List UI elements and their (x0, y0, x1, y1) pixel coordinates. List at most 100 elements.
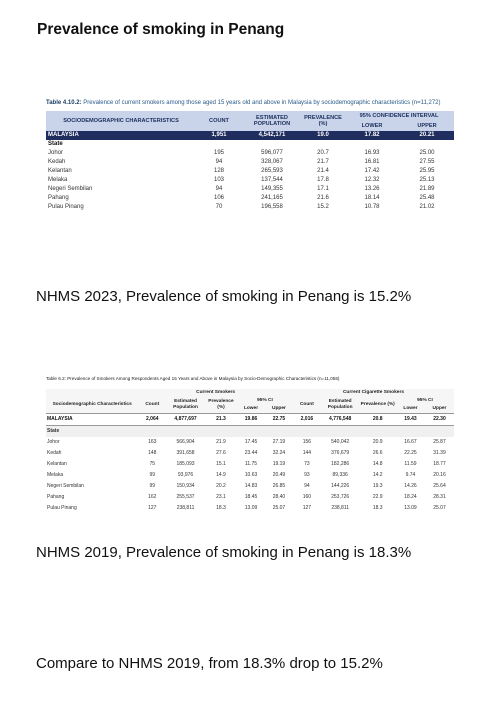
table-cell: 19.3 (372, 483, 383, 489)
table-row: Kelantan 75 185,093 15.1 11.75 19.19 73 182,286… (46, 459, 454, 470)
table-cell: 20.8 (359, 413, 396, 426)
header-count: Count (292, 397, 321, 414)
table1-caption-label: Table 4.10.2: (46, 100, 82, 106)
table-cell: 89,336 (332, 472, 348, 478)
table-row: Johor 163 566,904 21.9 17.45 27.19 156 540,042 2… (46, 437, 454, 448)
row-label: Negeri Sembilan (48, 186, 93, 192)
header-population: ESTIMATED POPULATION (242, 111, 302, 131)
table-cell: 17.82 (344, 131, 400, 140)
table-cell: 18.3 (372, 505, 383, 511)
table-cell: 17.1 (317, 186, 329, 192)
table-cell: 241,165 (261, 195, 283, 201)
header-upper: UPPER (400, 121, 454, 131)
table-cell: 32.24 (272, 450, 286, 456)
table-cell: 196,558 (261, 204, 283, 210)
header-ci: 95% CI (237, 397, 293, 405)
table-cell: 156 (302, 439, 312, 445)
row-label: Johor (47, 439, 60, 445)
nhms-2023-table-block: Table 4.10.2: Prevalence of current smok… (46, 100, 454, 212)
table-cell: 20.9 (372, 439, 383, 445)
table-row: Negeri Sembilan 94 149,355 17.1 13.26 21.89 (46, 185, 454, 194)
table-cell: 18.45 (244, 494, 258, 500)
table-cell: 75 (149, 461, 156, 467)
table-cell: 13.09 (404, 505, 417, 511)
table-cell: 16.93 (364, 150, 380, 156)
table-cell: 15.2 (317, 204, 329, 210)
header-population: Estimated Population (320, 397, 360, 414)
table-cell: 18.14 (364, 195, 380, 201)
row-label: MALAYSIA (46, 413, 139, 426)
table-cell: 2,064 (138, 413, 167, 426)
header-current-cigarette-smokers: Current Cigarette Smokers (292, 389, 454, 397)
table-cell: 144,226 (331, 483, 350, 489)
table-cell: 13.26 (364, 186, 380, 192)
table-cell: 17.45 (244, 439, 258, 445)
table-cell: 127 (302, 505, 312, 511)
table-cell: 28.31 (433, 494, 446, 500)
table-row: Negeri Sembilan 99 150,934 20.2 14.83 26.85 94… (46, 481, 454, 492)
table-cell: 11.75 (244, 461, 258, 467)
table-row: Pahang 106 241,165 21.6 18.14 25.48 (46, 194, 454, 203)
table-cell: 19.43 (395, 413, 425, 426)
malaysia-row: MALAYSIA 2,064 4,877,697 21.3 19.86 22.75 2,01… (46, 413, 454, 426)
table-cell: 31.39 (433, 450, 446, 456)
table-cell: 106 (213, 195, 224, 201)
row-label: Pulau Pinang (48, 204, 84, 210)
table-cell: 162 (148, 494, 157, 500)
table-cell: 19.0 (302, 131, 344, 140)
table-cell: 19.86 (237, 413, 265, 426)
table-cell: 25.95 (419, 168, 435, 174)
header-upper: Upper (424, 405, 454, 414)
note-2019: NHMS 2019, Prevalence of smoking in Pena… (36, 544, 412, 561)
nhms-2019-table-block: Table 6.2: Prevalence of Smokers Among R… (46, 376, 454, 514)
table-cell: 127 (148, 505, 157, 511)
table-cell: 22.30 (424, 413, 454, 426)
row-label: Negeri Sembilan (47, 483, 84, 489)
table-cell: 376,679 (331, 450, 350, 456)
table-cell: 185,093 (176, 461, 195, 467)
table-cell: 17.8 (317, 177, 329, 183)
table-cell: 195 (213, 150, 224, 156)
table-cell: 11.59 (404, 461, 417, 467)
table-cell: 14.83 (244, 483, 258, 489)
table2-caption: Table 6.2: Prevalence of Smokers Among R… (46, 376, 340, 381)
state-group-row: State (46, 140, 454, 149)
table-row: Kedah 94 328,067 21.7 16.81 27.55 (46, 158, 454, 167)
table-cell: 22.25 (404, 450, 417, 456)
table-cell: 21.9 (216, 439, 226, 445)
table-cell: 17.42 (364, 168, 380, 174)
table-cell: 238,811 (176, 505, 195, 511)
table-cell: 94 (215, 159, 223, 165)
page-heading: Prevalence of smoking in Penang (37, 21, 285, 38)
row-label: Kedah (48, 159, 66, 165)
table-cell: 25.00 (419, 150, 435, 156)
table-cell: 21.89 (419, 186, 435, 192)
table-cell: 149,355 (261, 186, 283, 192)
table-cell: 18.24 (404, 494, 417, 500)
table-cell: 70 (215, 204, 223, 210)
table-cell: 25.87 (433, 439, 446, 445)
state-group-label: State (46, 425, 454, 437)
table-cell: 20.7 (317, 150, 329, 156)
table-cell: 21.4 (317, 168, 329, 174)
nhms-2023-table: SOCIODEMOGRAPHIC CHARACTERISTICS COUNT E… (46, 111, 454, 212)
table-cell: 16.81 (364, 159, 380, 165)
table-cell: 328,067 (261, 159, 283, 165)
table-cell: 18.3 (216, 505, 226, 511)
table-cell: 21.7 (317, 159, 329, 165)
table-cell: 73 (304, 461, 310, 467)
table-cell: 9.74 (405, 472, 416, 478)
table-row: Kelantan 128 265,593 21.4 17.42 25.95 (46, 167, 454, 176)
row-label: Kedah (47, 450, 62, 456)
table-cell: 10.63 (244, 472, 258, 478)
table-cell: 27.6 (216, 450, 226, 456)
table-cell: 20.2 (216, 483, 226, 489)
nhms-2019-table: Current Smokers Current Cigarette Smoker… (46, 389, 454, 514)
table-cell: 94 (304, 483, 310, 489)
table-cell: 14.9 (216, 472, 226, 478)
header-current-smokers: Current Smokers (138, 389, 293, 397)
table-row: Pulau Pinang 70 196,558 15.2 10.78 21.02 (46, 203, 454, 212)
table-cell: 163 (148, 439, 157, 445)
table-cell: 20.21 (400, 131, 454, 140)
table-cell: 4,542,171 (242, 131, 302, 140)
